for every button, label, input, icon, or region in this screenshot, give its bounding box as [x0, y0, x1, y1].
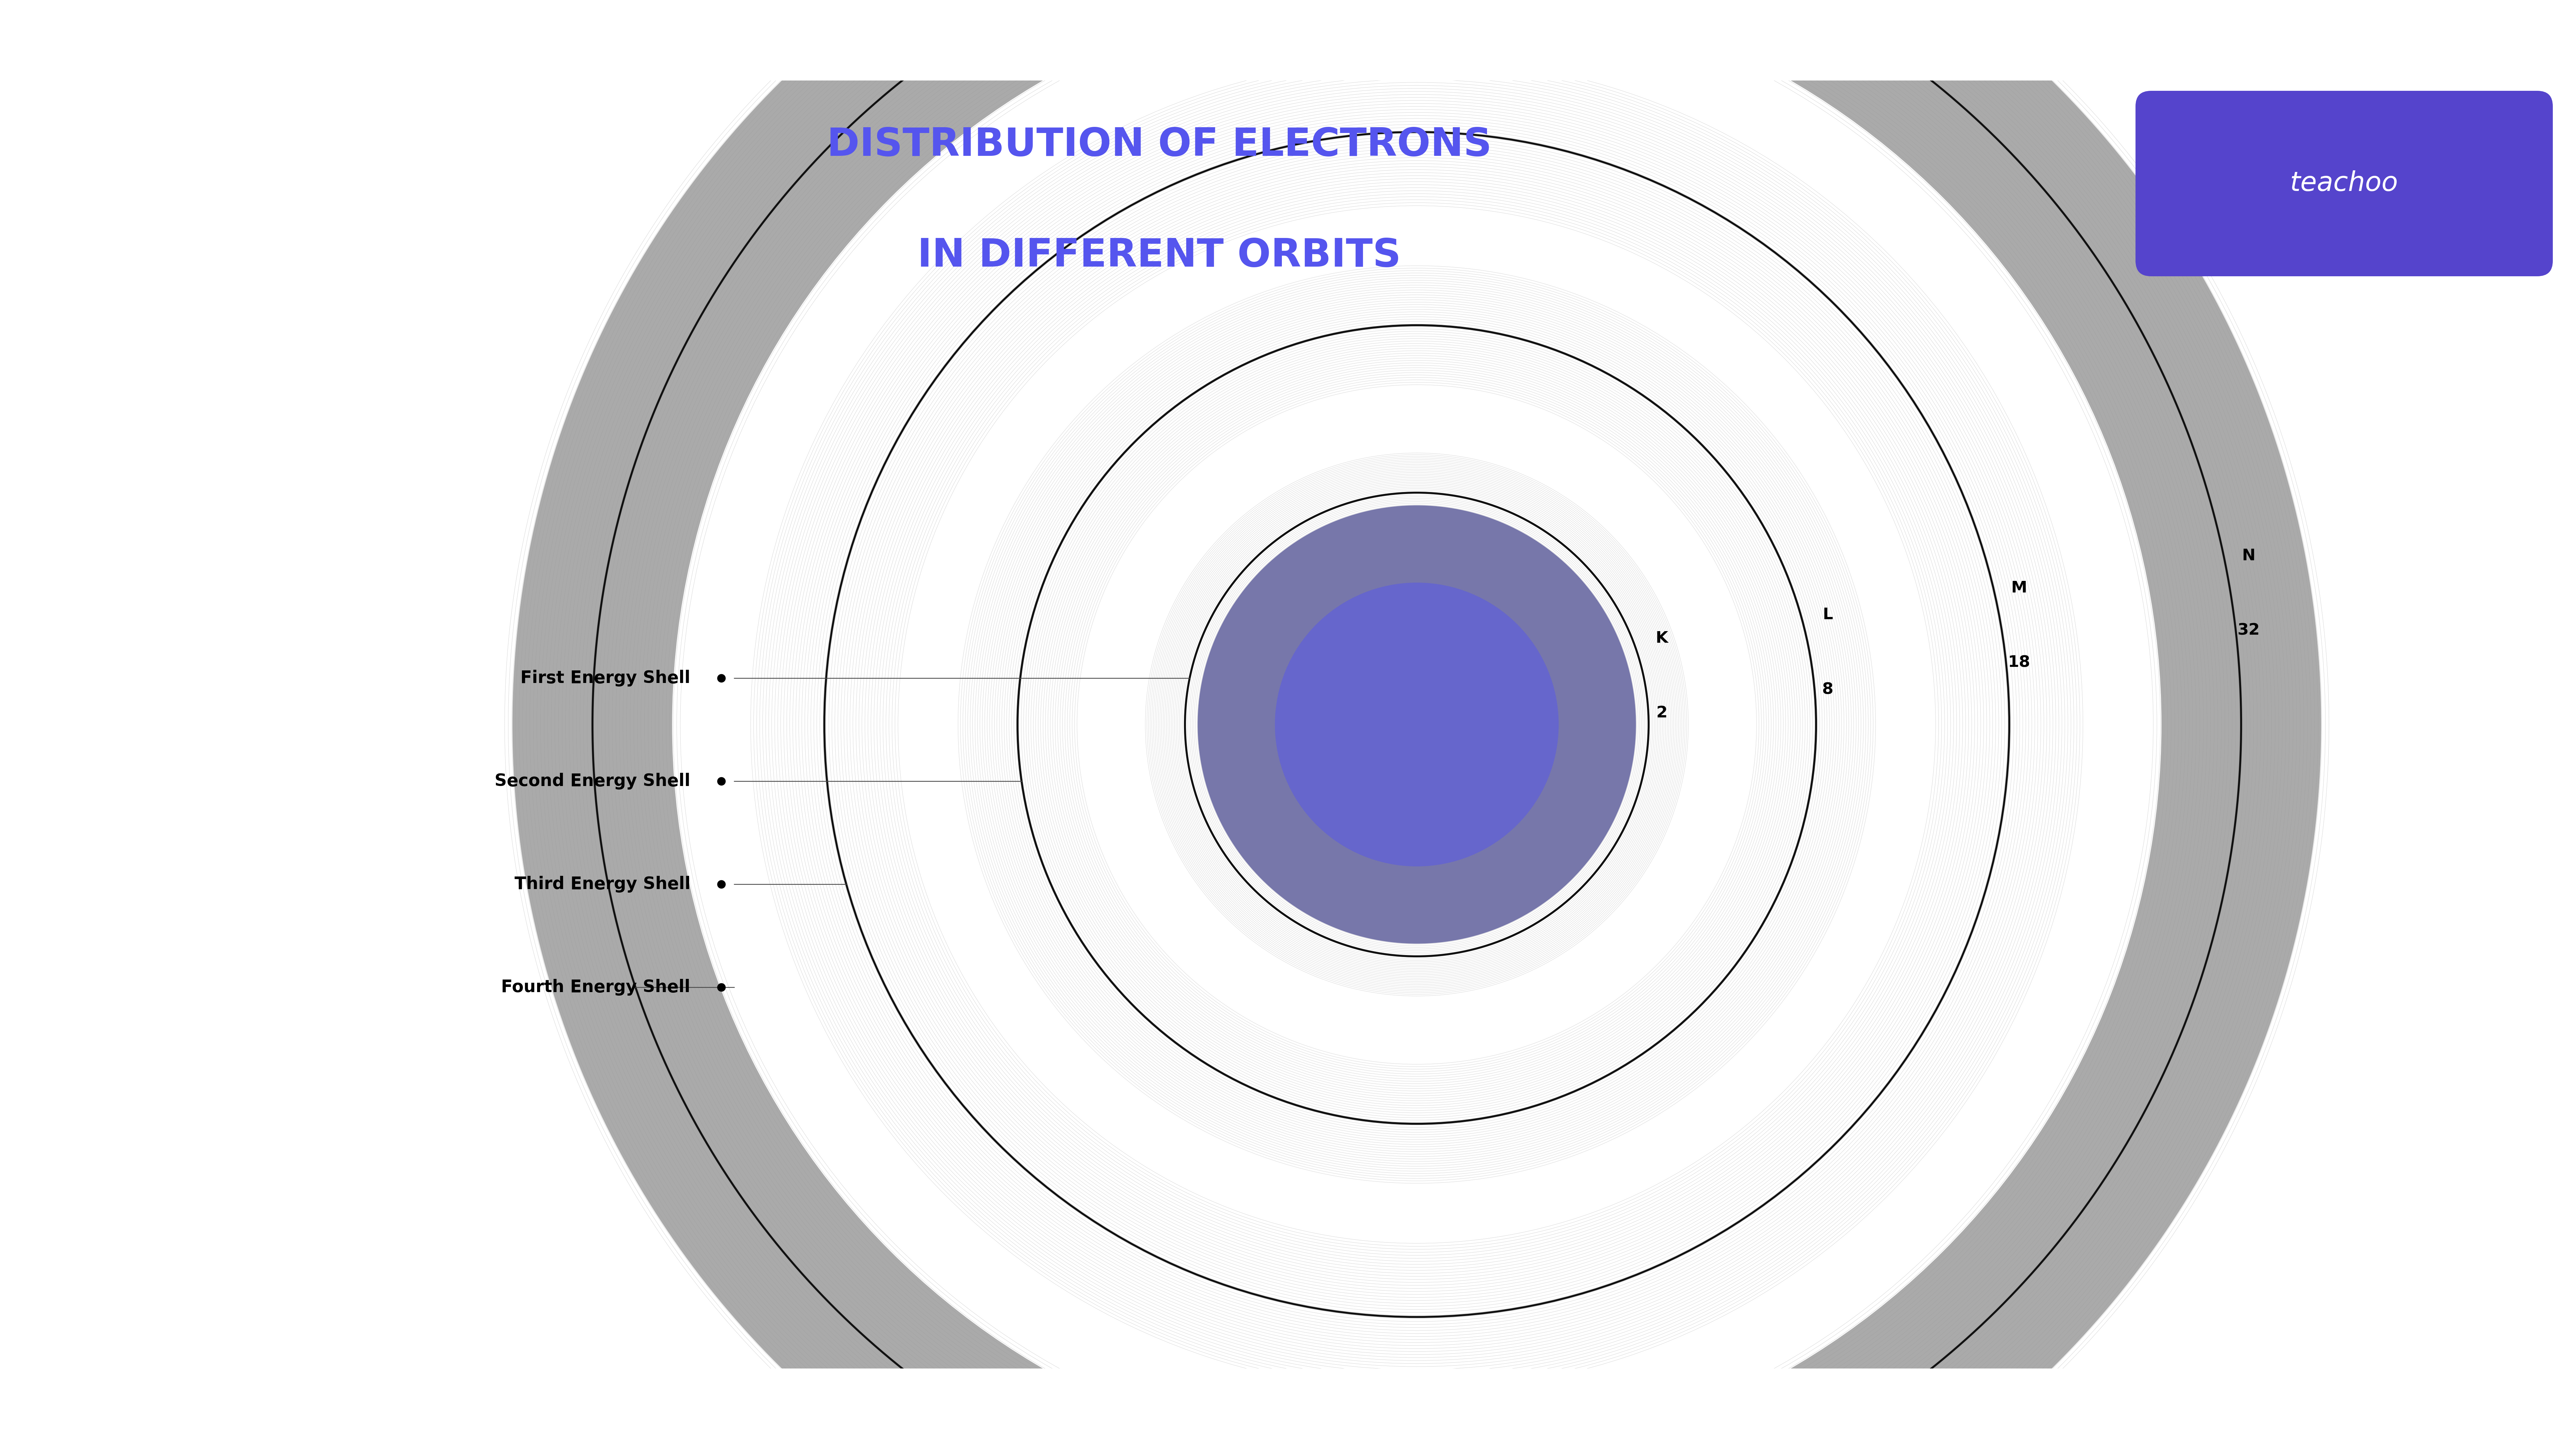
Circle shape: [1072, 380, 1762, 1069]
Text: Second Energy Shell: Second Energy Shell: [495, 772, 690, 790]
Text: 2: 2: [1656, 706, 1667, 720]
Circle shape: [891, 199, 1942, 1250]
Text: Fourth Energy Shell: Fourth Energy Shell: [502, 980, 690, 995]
Text: 18: 18: [2007, 655, 2030, 671]
Text: N: N: [2241, 548, 2257, 564]
FancyBboxPatch shape: [2136, 91, 2553, 277]
Text: K: K: [1656, 630, 1669, 646]
Text: 32: 32: [2239, 623, 2259, 638]
Circle shape: [1149, 456, 1685, 993]
Circle shape: [1221, 529, 1613, 920]
Text: First Energy Shell: First Energy Shell: [520, 669, 690, 687]
Circle shape: [513, 0, 2321, 1449]
Circle shape: [1275, 582, 1558, 867]
Text: teachoo: teachoo: [2290, 171, 2398, 197]
Circle shape: [757, 65, 2076, 1384]
Text: IN DIFFERENT ORBITS: IN DIFFERENT ORBITS: [917, 236, 1401, 274]
Circle shape: [963, 271, 1870, 1178]
Text: 8: 8: [1821, 682, 1834, 697]
Circle shape: [672, 0, 2161, 1449]
Text: L: L: [1821, 607, 1832, 623]
Text: Third Energy Shell: Third Energy Shell: [515, 875, 690, 893]
Text: M: M: [2012, 580, 2027, 596]
Circle shape: [1198, 506, 1636, 943]
Text: DISTRIBUTION OF ELECTRONS: DISTRIBUTION OF ELECTRONS: [827, 126, 1492, 164]
